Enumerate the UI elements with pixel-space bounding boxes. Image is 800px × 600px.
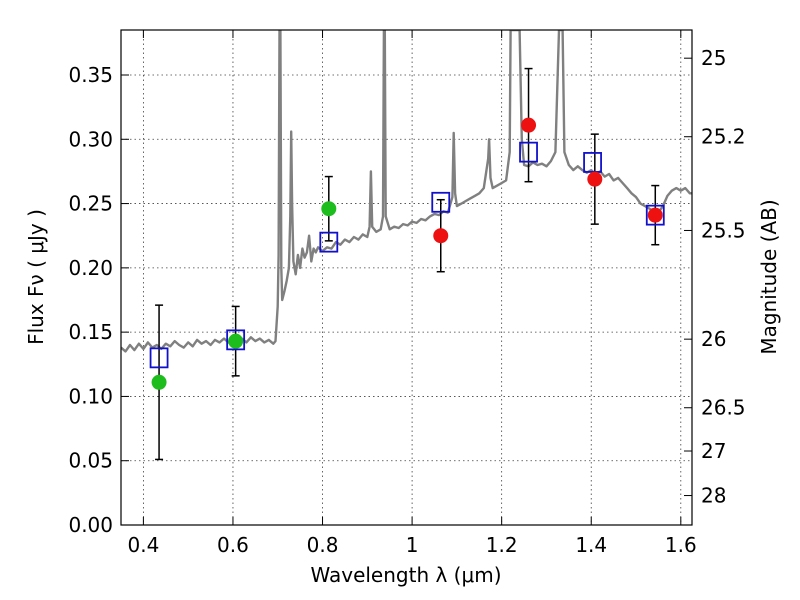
y2-tick-label: 26.5 (701, 396, 746, 420)
y-tick-label: 0.30 (68, 127, 113, 151)
model-box-point (226, 329, 246, 351)
y2-tick-label: 28 (701, 484, 726, 508)
green-data-point (228, 333, 244, 349)
x-tick-label: 0.6 (217, 533, 249, 557)
green-data-point (151, 374, 167, 390)
y2-tick-label: 27 (701, 439, 726, 463)
y-tick-label: 0.10 (68, 384, 113, 408)
red-data-point (521, 117, 537, 133)
spectrum-line (121, 30, 692, 353)
grid (121, 30, 692, 526)
x-tick-label: 0.8 (307, 533, 339, 557)
model-box-point (645, 204, 665, 226)
x-tick-label: 0.4 (127, 533, 159, 557)
y-axis-title: Flux Fν ( μJy ) (24, 209, 48, 345)
x-axis-title: Wavelength λ (μm) (310, 563, 501, 587)
y2-tick-label: 26 (701, 327, 726, 351)
red-data-point (647, 207, 663, 223)
axis-ticks: 0.4 0.6 0.8 1 1.2 1.4 1.6 0.00 0.05 0.10 0.15 0.20 0… (68, 30, 746, 557)
x-tick-label: 1.4 (575, 533, 607, 557)
x-tick-label: 1.6 (665, 533, 697, 557)
x-tick-label: 1.2 (486, 533, 518, 557)
y2-tick-label: 25.2 (701, 125, 746, 149)
plot-frame (120, 29, 693, 526)
y-tick-label: 0.20 (68, 256, 113, 280)
plot-area (121, 30, 692, 461)
model-box-point (583, 152, 602, 173)
y2-tick-label: 25 (701, 46, 726, 70)
y-tick-label: 0.05 (68, 449, 113, 473)
y-tick-label: 0.15 (68, 320, 113, 344)
model-box-point (519, 141, 538, 163)
model-box-point (431, 191, 451, 213)
model-box-point (319, 231, 339, 253)
y-tick-label: 0.25 (68, 192, 113, 216)
red-data-point (433, 228, 449, 244)
y-tick-label: 0.35 (68, 63, 113, 87)
y2-axis-title: Magnitude (AB) (757, 199, 781, 354)
model-box-point (149, 347, 169, 369)
green-data-point (321, 201, 337, 217)
y-tick-label: 0.00 (68, 513, 113, 537)
y2-tick-label: 25.5 (701, 218, 746, 242)
x-tick-label: 1 (406, 533, 419, 557)
red-data-point (587, 171, 603, 187)
